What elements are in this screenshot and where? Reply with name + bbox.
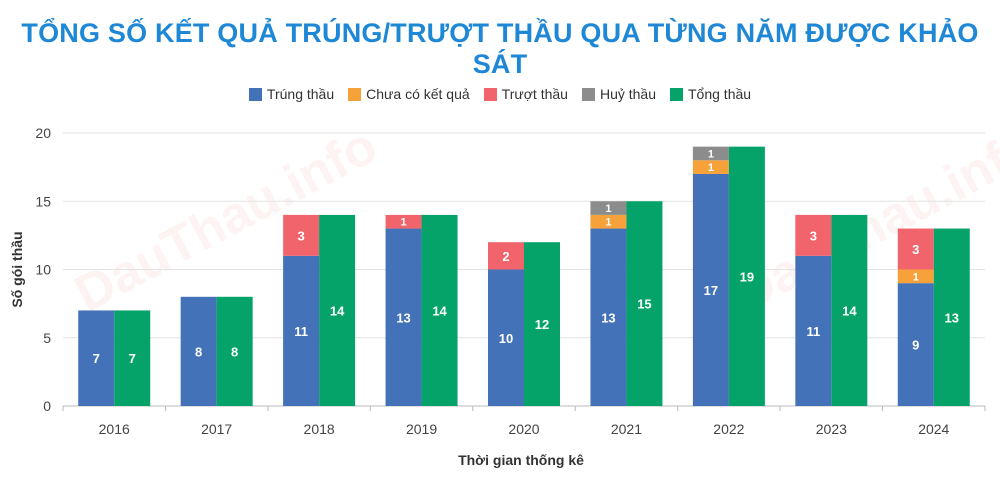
bar-segment [831, 214, 868, 406]
bar-segment [692, 173, 729, 406]
bar-data-label: 1 [913, 271, 919, 283]
legend-swatch [581, 87, 595, 101]
x-tick-label: 2019 [406, 421, 437, 437]
bar-data-label: 7 [129, 351, 136, 366]
bar-segment [897, 228, 934, 270]
legend-swatch [348, 87, 362, 101]
bar-segment [216, 296, 253, 406]
x-tick-label: 2016 [99, 421, 130, 437]
bar-data-label: 1 [708, 148, 714, 160]
bar-segment [114, 310, 151, 406]
bar-data-label: 11 [806, 324, 820, 339]
x-axis-label: Thời gian thống kê [458, 452, 584, 468]
x-tick-label: 2018 [304, 421, 335, 437]
legend-label: Trượt thầu [501, 86, 568, 102]
bar-segment [795, 255, 832, 406]
bar-segment [385, 214, 422, 229]
bar-data-label: 1 [605, 217, 611, 229]
bar-data-label: 14 [330, 303, 345, 318]
bar-data-label: 17 [704, 283, 718, 298]
legend-label: Chưa có kết quả [366, 86, 470, 102]
bar-segment [283, 255, 320, 406]
legend-label: Tổng thầu [688, 86, 752, 102]
bar-data-label: 3 [912, 242, 919, 257]
x-tick-label: 2024 [918, 421, 949, 437]
y-axis-label: Số gói thầu [9, 231, 25, 307]
bar-data-label: 14 [842, 303, 857, 318]
bar-data-label: 10 [499, 331, 513, 346]
y-tick-label: 10 [35, 262, 51, 278]
chart-legend: Trúng thầu Chưa có kết quả Trượt thầu Huỷ t… [0, 86, 1000, 102]
bar-segment [626, 201, 663, 406]
legend-item[interactable]: Trúng thầu [248, 86, 335, 102]
y-tick-label: 5 [43, 330, 51, 346]
bar-segment [590, 214, 627, 229]
bar-segment [524, 242, 560, 406]
bar-segment [385, 228, 422, 406]
bar-data-label: 13 [396, 310, 410, 325]
legend-swatch [483, 87, 497, 101]
bar-segment [897, 269, 934, 284]
legend-swatch [670, 87, 683, 101]
bar-data-label: 2 [502, 249, 509, 264]
x-tick-label: 2023 [816, 421, 847, 437]
y-tick-label: 15 [35, 193, 51, 209]
bar-segment [692, 146, 729, 161]
bar-segment [933, 228, 970, 406]
bar-segment [590, 228, 627, 406]
y-tick-label: 20 [35, 125, 51, 141]
bar-segment [421, 214, 458, 406]
bar-segment [488, 269, 524, 406]
bar-data-label: 3 [297, 228, 304, 243]
x-tick-label: 2021 [611, 421, 642, 437]
bar-segment [283, 214, 320, 256]
bar-data-label: 8 [195, 344, 202, 359]
bar-data-label: 12 [535, 317, 549, 332]
x-tick-label: 2017 [201, 421, 232, 437]
legend-label: Trúng thầu [266, 86, 335, 102]
x-tick-label: 2022 [713, 421, 744, 437]
bar-segment [488, 242, 524, 270]
legend-item[interactable]: Trượt thầu [483, 86, 568, 102]
bar-segment [692, 160, 729, 174]
legend-item[interactable]: Chưa có kết quả [348, 86, 470, 102]
bar-data-label: 19 [740, 269, 754, 284]
y-tick-label: 0 [43, 398, 51, 414]
bar-data-label: 3 [810, 228, 817, 243]
bar-segment [319, 214, 356, 406]
bar-data-label: 1 [605, 203, 611, 215]
bar-data-label: 14 [432, 303, 447, 318]
legend-item[interactable]: Huỷ thầu [581, 86, 656, 102]
legend-item[interactable]: Tổng thầu [670, 86, 751, 102]
bar-data-label: 7 [93, 351, 100, 366]
bar-data-label: 15 [637, 297, 651, 312]
bar-data-label: 1 [708, 162, 714, 174]
bar-segment [728, 146, 765, 406]
legend-label: Huỷ thầu [599, 86, 656, 102]
legend-swatch [248, 87, 262, 101]
bar-segment [795, 214, 832, 256]
bar-data-label: 8 [231, 344, 238, 359]
chart-title: TỔNG SỐ KẾT QUẢ TRÚNG/TRƯỢT THẦU QUA TỪN… [21, 18, 979, 79]
bar-segment [590, 201, 627, 215]
bar-data-label: 9 [912, 338, 919, 353]
bar-segment [180, 296, 217, 406]
bar-data-label: 11 [294, 324, 308, 339]
bar-segment [78, 310, 115, 406]
bar-data-label: 1 [400, 217, 406, 229]
bar-data-label: 13 [601, 310, 615, 325]
x-tick-label: 2020 [508, 421, 539, 437]
bar-data-label: 13 [945, 310, 959, 325]
bar-segment [897, 283, 934, 406]
